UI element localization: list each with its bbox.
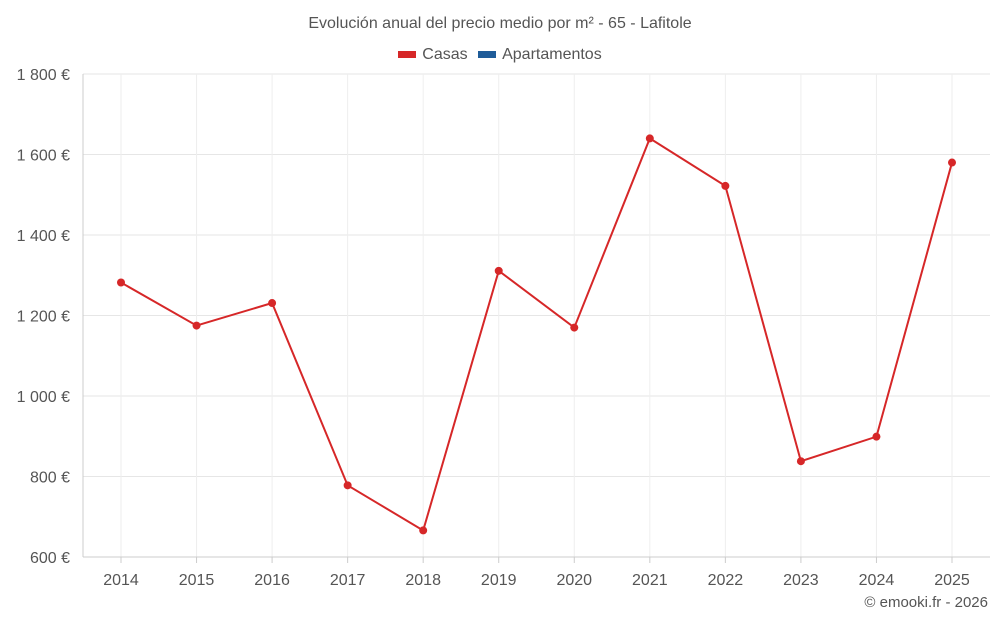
y-tick-label: 1 800 €	[17, 67, 70, 84]
x-tick-label: 2022	[708, 572, 744, 589]
y-tick-label: 1 200 €	[17, 309, 70, 326]
legend-swatch-casas	[398, 51, 417, 58]
y-tick-label: 600 €	[30, 550, 70, 567]
legend-item-casas[interactable]: Casas	[398, 45, 468, 64]
data-point-casas[interactable]: 2018: 666 €	[419, 526, 428, 535]
data-point-casas[interactable]: 2025: 1580 €	[948, 158, 956, 167]
x-tick-label: 2018	[405, 572, 441, 589]
data-point-casas[interactable]: 2021: 1640 €	[645, 134, 654, 143]
legend: Casas Apartamentos	[0, 45, 1000, 64]
data-point-casas[interactable]: 2024: 899 €	[872, 432, 881, 441]
legend-label-apartamentos: Apartamentos	[502, 45, 602, 63]
x-tick-label: 2025	[934, 572, 970, 589]
data-point-casas[interactable]: 2019: 1311 €	[494, 266, 503, 275]
x-tick-label: 2020	[556, 572, 592, 589]
legend-swatch-apartamentos	[478, 51, 497, 58]
x-tick-label: 2023	[783, 572, 819, 589]
data-point-casas[interactable]: 2023: 838 €	[796, 457, 805, 466]
x-tick-label: 2024	[859, 572, 895, 589]
y-tick-label: 800 €	[30, 470, 70, 487]
y-tick-label: 1 000 €	[17, 389, 70, 406]
data-point-casas[interactable]: 2014: 1282 €	[117, 278, 125, 287]
y-tick-label: 1 400 €	[17, 228, 70, 245]
x-tick-label: 2015	[179, 572, 215, 589]
x-tick-label: 2014	[103, 572, 139, 589]
x-tick-label: 2017	[330, 572, 366, 589]
y-tick-label: 1 600 €	[17, 148, 70, 165]
credit-text: © emooki.fr - 2026	[864, 594, 988, 611]
legend-item-apartamentos[interactable]: Apartamentos	[478, 46, 602, 64]
chart-title: Evolución anual del precio medio por m² …	[308, 15, 692, 32]
data-point-casas[interactable]: 2016: 1231 €	[268, 299, 277, 308]
legend-label-casas: Casas	[422, 45, 468, 63]
x-tick-label: 2016	[254, 572, 290, 589]
x-tick-label: 2019	[481, 572, 517, 589]
data-point-casas[interactable]: 2017: 778 €	[343, 481, 352, 490]
data-point-casas[interactable]: 2022: 1522 €	[721, 181, 730, 190]
data-point-casas[interactable]: 2020: 1170 €	[570, 323, 579, 332]
data-point-casas[interactable]: 2015: 1175 €	[192, 321, 201, 330]
x-tick-label: 2021	[632, 572, 668, 589]
series-line-casas	[120, 136, 953, 532]
